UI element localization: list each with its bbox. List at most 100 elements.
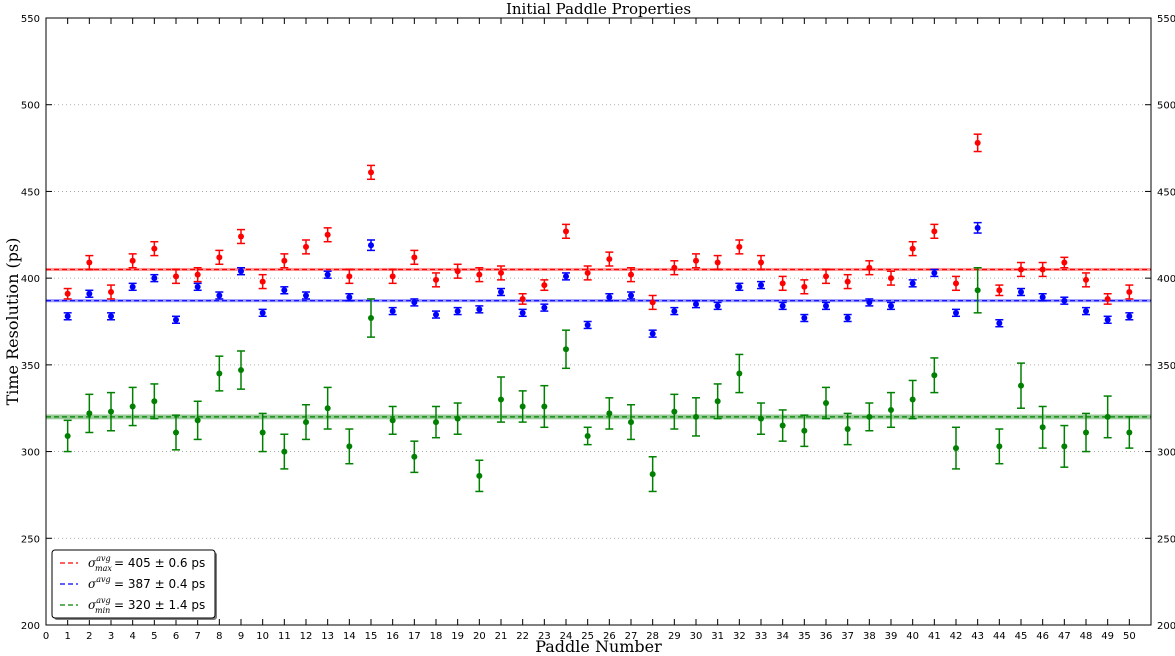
data-point-avg [540,303,549,312]
marker [714,302,721,309]
data-point-avg [1038,293,1047,302]
data-point-min [453,402,462,435]
marker [238,268,244,275]
marker [736,243,743,250]
x-tick-label: 7 [194,631,200,642]
y-tick-label-right: 250 [1157,534,1175,545]
marker [584,269,591,276]
marker [476,271,483,278]
data-point-min [345,428,354,465]
data-point-min [1038,405,1047,449]
marker [628,271,634,278]
marker [953,445,959,452]
x-tick-label: 40 [906,631,919,642]
data-point-avg [128,282,137,292]
data-point-min [843,412,852,446]
data-point-max [85,254,94,271]
data-point-max [63,287,72,300]
data-point-avg [822,301,830,311]
data-point-min [713,383,722,420]
x-tick-label: 5 [151,631,157,642]
data-point-avg [323,270,332,279]
data-point-min [1082,412,1090,453]
marker [606,256,613,263]
legend-label: σavg = 387 ± 0.4 ps [88,575,205,591]
marker [281,448,288,455]
marker [823,400,829,407]
marker [498,269,504,276]
data-point-max [995,284,1004,297]
data-point-avg [497,287,505,297]
data-point-max [453,263,462,279]
marker [259,429,266,436]
data-point-avg [1082,306,1090,316]
marker [801,427,808,434]
data-point-avg [193,282,202,292]
data-point-max [388,268,397,285]
data-point-max [128,253,137,269]
marker [823,302,829,309]
data-point-max [410,249,419,266]
data-point-min [475,459,484,493]
data-point-max [887,270,895,286]
data-point-avg [973,221,982,234]
x-tick-label: 18 [430,631,443,642]
marker [909,245,916,252]
marker [779,280,786,287]
data-point-min [323,386,332,430]
y-tick-label-left: 250 [21,534,40,545]
x-tick-label: 33 [755,631,768,642]
data-point-avg [995,319,1004,328]
marker [108,313,114,320]
data-point-min [497,376,505,423]
marker [888,302,894,309]
data-point-min [150,383,159,420]
data-point-avg [800,313,809,323]
marker [1126,313,1133,320]
data-point-avg [670,306,679,316]
marker [303,419,309,426]
x-tick-label: 25 [581,631,594,642]
data-point-min [107,391,115,432]
marker [996,320,1003,327]
data-point-max [1103,293,1112,305]
data-point-min [800,414,809,448]
x-axis-label: Paddle Number [535,637,662,656]
marker [1104,316,1111,323]
grid [46,104,1151,539]
data-point-min [778,409,787,442]
marker [519,295,526,302]
x-tick-label: 29 [668,631,681,642]
x-tick-label: 30 [690,631,703,642]
y-tick-label-right: 450 [1157,187,1175,198]
x-tick-label: 24 [560,631,573,642]
data-point-min [735,353,744,394]
marker [1061,259,1068,266]
marker [606,410,613,417]
data-point-min [583,426,592,446]
marker [758,282,764,289]
marker [129,403,136,410]
marker [64,290,71,297]
y-tick-label-left: 200 [21,621,40,632]
marker [454,415,461,422]
marker [1083,308,1089,315]
data-point-max [692,253,700,269]
data-point-max [670,260,679,276]
y-tick-label-right: 550 [1157,14,1175,25]
marker [151,398,158,405]
data-point-min [692,397,700,437]
marker [324,231,331,238]
marker [866,413,873,420]
marker [303,243,309,250]
data-point-max [800,279,809,295]
marker [411,299,418,306]
data-point-max [323,227,332,243]
marker [433,419,439,426]
marker [844,315,851,322]
x-tick-label: 12 [300,631,313,642]
data-point-min [648,456,657,493]
marker [584,321,591,328]
marker [64,432,71,439]
